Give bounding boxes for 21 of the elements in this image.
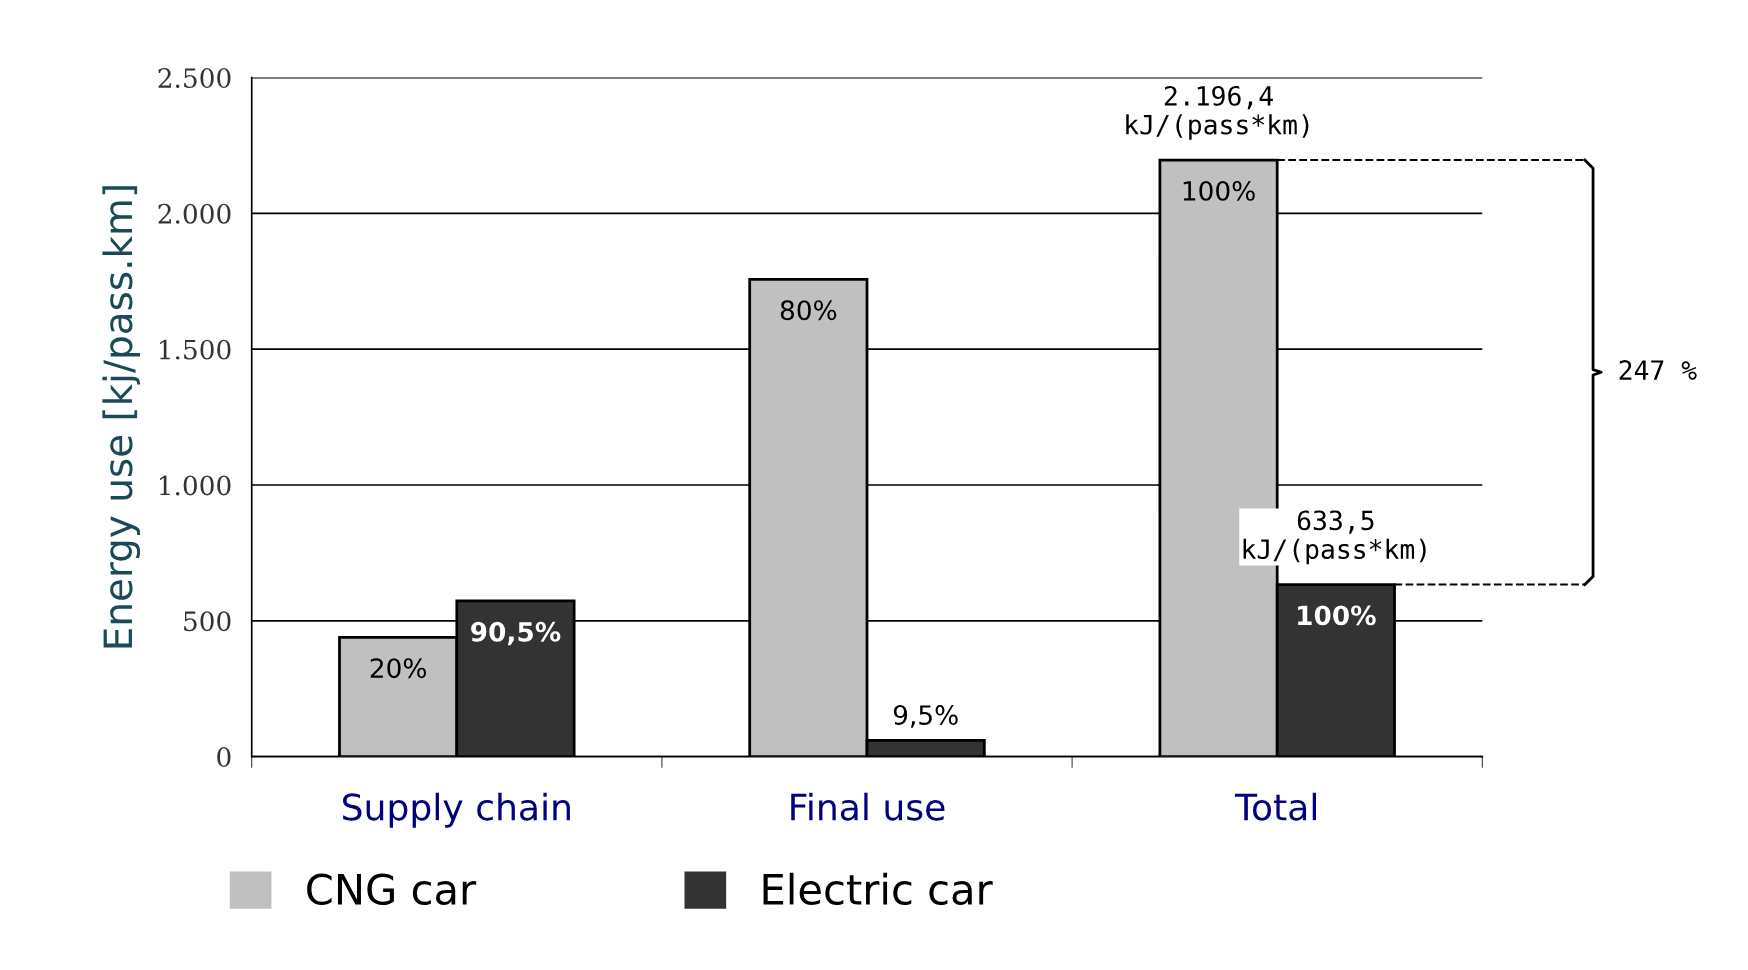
annotation: 100% — [1298, 605, 1376, 626]
y-axis-title: Energy use [kj/pass.km] — [102, 186, 141, 648]
y-tick-label: 1.500 — [159, 339, 231, 360]
y-tick-label: 2.500 — [158, 68, 231, 88]
annotation: 100% — [1183, 180, 1255, 201]
y-tick-label: 500 — [184, 611, 231, 632]
legend-label: Electric car — [763, 872, 993, 906]
annotation: 90,5% — [471, 621, 561, 646]
y-tick-label: 0 — [217, 747, 231, 767]
text: 247 % — [1619, 360, 1697, 380]
annotation: 2.196,4 kJ/(pass*km) — [1126, 85, 1309, 140]
x-tick-label: Supply chain — [343, 792, 570, 828]
y-tick-label: 2.000 — [158, 203, 231, 224]
annotation: 20% — [370, 658, 427, 679]
annotation: 633,5 kJ/(pass*km) — [1243, 510, 1426, 565]
legend-label: CNG car — [307, 873, 477, 906]
y-tick-label: 1.000 — [159, 475, 231, 496]
annotation: 80% — [780, 300, 837, 321]
x-tick-label: Total — [1234, 792, 1316, 821]
x-tick-label: Final use — [791, 792, 945, 821]
annotation: 9,5% — [893, 705, 958, 728]
